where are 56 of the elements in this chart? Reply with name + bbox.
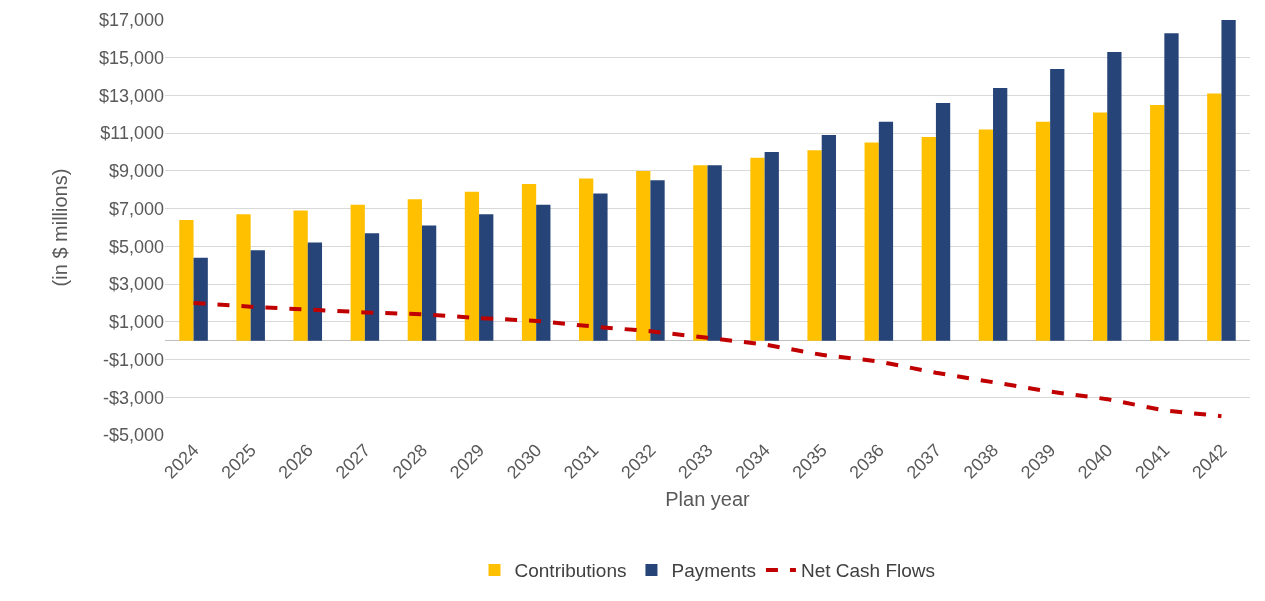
bar (878, 121, 894, 341)
bar (636, 170, 651, 341)
bar (993, 87, 1008, 341)
y-tick-label: $7,000 (108, 198, 164, 219)
legend-label: Contributions (514, 560, 627, 582)
bar (864, 142, 879, 341)
bar (650, 180, 665, 341)
bar (579, 178, 594, 341)
bar (750, 157, 765, 341)
bar (1035, 121, 1051, 341)
y-tick-label: $1,000 (108, 312, 164, 333)
bar (179, 219, 194, 341)
bar (707, 165, 722, 341)
y-tick-label: -$3,000 (102, 387, 164, 408)
legend-label: Net Cash Flows (800, 560, 936, 582)
legend-label: Payments (671, 560, 756, 582)
bar (1221, 20, 1236, 341)
y-axis-title: (in $ millions) (49, 168, 72, 287)
y-tick-label: $5,000 (108, 236, 164, 257)
bar (464, 191, 480, 341)
bar (1107, 52, 1122, 341)
bar (364, 233, 380, 341)
bar (350, 204, 365, 341)
y-tick-label: $17,000 (98, 10, 164, 31)
bar (236, 214, 251, 341)
bar (1207, 93, 1222, 341)
bar (193, 257, 208, 341)
bar (978, 129, 994, 341)
bar (807, 150, 822, 341)
y-tick-label: $9,000 (108, 161, 164, 182)
bar (1164, 33, 1179, 341)
bar (521, 184, 537, 341)
bar (821, 135, 836, 341)
bar (407, 199, 422, 341)
y-tick-label: $11,000 (100, 123, 164, 144)
bar (764, 152, 779, 341)
bar (421, 225, 437, 341)
y-tick-label: $3,000 (108, 274, 164, 295)
bar (479, 214, 494, 341)
bar (536, 204, 551, 341)
bar (293, 210, 308, 341)
bar (593, 193, 608, 341)
y-tick-label: $15,000 (98, 48, 164, 69)
y-tick-label: -$5,000 (102, 425, 164, 446)
y-tick-label: $13,000 (98, 85, 164, 106)
bar (935, 103, 951, 341)
line-series (191, 300, 1224, 419)
y-tick-label: -$1,000 (102, 349, 164, 370)
bar (307, 242, 323, 341)
bar (250, 250, 265, 341)
x-axis-title: Plan year (665, 488, 751, 511)
bar (1050, 69, 1065, 341)
bar (921, 136, 936, 341)
bar (693, 165, 708, 341)
bar (1092, 112, 1108, 341)
bar (1150, 104, 1165, 341)
